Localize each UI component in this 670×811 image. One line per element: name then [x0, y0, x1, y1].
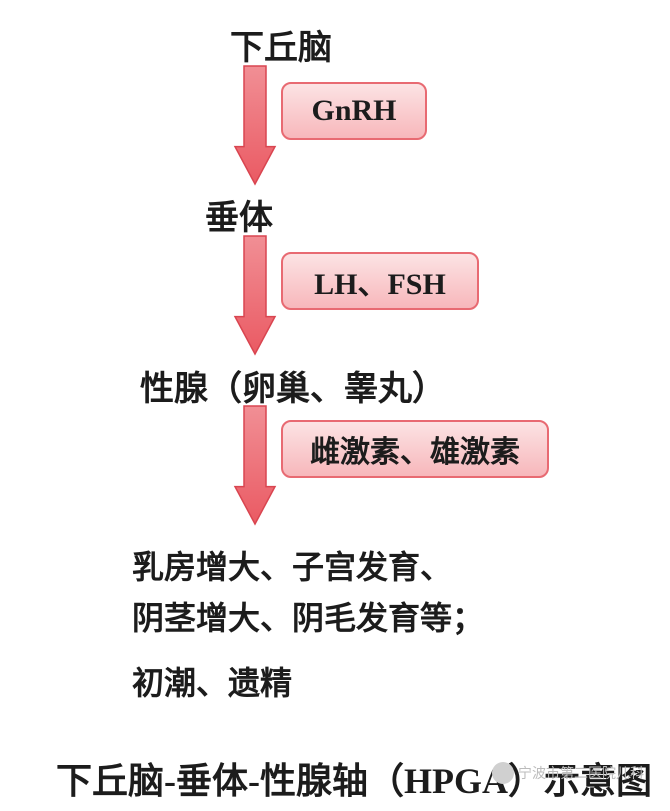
node-gonad-text: 性腺 — [140, 371, 208, 408]
node-hypothalamus: 下丘脑 — [230, 20, 332, 69]
box-lh-fsh-label: LH、FSH — [314, 259, 446, 303]
node-hypothalamus-text: 下丘脑 — [230, 30, 332, 67]
watermark-text: 宁波市第二医院儿科 — [518, 763, 644, 783]
node-gonad-paren: （卵巢、睾丸） — [208, 371, 446, 408]
watermark: 宁波市第二医院儿科 — [492, 762, 644, 784]
box-lh-fsh: LH、FSH — [281, 252, 479, 310]
outcome-line3: 初潮、遗精 — [132, 658, 484, 709]
box-hormones: 雌激素、雄激素 — [281, 420, 549, 478]
node-pituitary-text: 垂体 — [205, 200, 273, 237]
box-gnrh: GnRH — [281, 82, 427, 140]
box-gnrh-label: GnRH — [311, 94, 396, 128]
arrow-3 — [225, 404, 285, 526]
node-gonad: 性腺（卵巢、睾丸） — [140, 361, 446, 410]
watermark-logo-icon — [492, 762, 514, 784]
outcomes-block: 乳房增大、子宫发育、 阴茎增大、阴毛发育等； 初潮、遗精 — [132, 542, 484, 710]
outcome-line2: 阴茎增大、阴毛发育等； — [132, 593, 484, 644]
arrow-1 — [225, 64, 285, 186]
outcome-line1: 乳房增大、子宫发育、 — [132, 542, 484, 593]
arrow-2 — [225, 234, 285, 356]
node-pituitary: 垂体 — [205, 190, 273, 239]
box-hormones-label: 雌激素、雄激素 — [310, 427, 520, 471]
